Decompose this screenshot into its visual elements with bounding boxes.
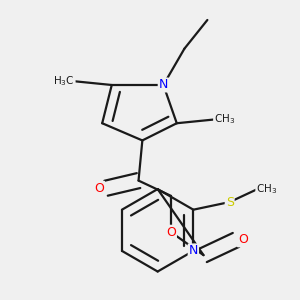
- Text: H$_3$C: H$_3$C: [53, 74, 75, 88]
- Text: S: S: [226, 196, 234, 208]
- Text: O: O: [94, 182, 104, 195]
- Text: CH$_3$: CH$_3$: [256, 182, 278, 196]
- Text: N: N: [159, 79, 168, 92]
- Text: CH$_3$: CH$_3$: [214, 112, 235, 126]
- Text: O: O: [166, 226, 176, 239]
- Text: O: O: [238, 233, 248, 246]
- Text: N: N: [189, 244, 198, 257]
